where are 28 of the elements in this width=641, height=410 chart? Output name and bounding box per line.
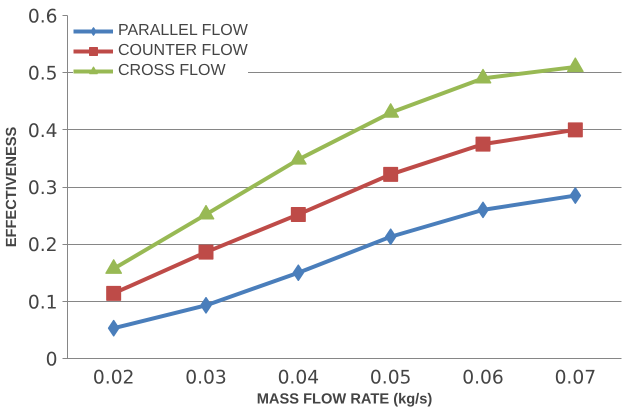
x-tick-label: 0.05 [370,368,412,388]
point [474,68,492,84]
point [106,286,122,301]
point [568,122,583,138]
x-axis-title: MASS FLOW RATE (kg/s) [256,392,432,408]
y-axis-title: EFFECTIVENESS [4,126,20,248]
x-tick-label: 0.07 [554,368,596,388]
point [290,150,307,165]
x-tick-label: 0.02 [92,368,134,388]
y-tick-label: 0.3 [28,178,58,199]
point [476,136,490,152]
point [198,244,214,260]
y-tick-label: 0 [46,350,58,370]
point [566,57,584,72]
y-tick-label: 0.1 [28,292,58,314]
legend-label: COUNTER FLOW [118,42,248,60]
x-tick-label: 0.03 [185,368,227,388]
point [383,166,398,182]
x-tick-label: 0.06 [462,368,504,388]
y-tick-label: 0.2 [28,235,58,256]
legend-label: CROSS FLOW [118,62,226,80]
x-tick-label: 0.04 [278,368,320,388]
legend-label: PARALLEL FLOW [118,22,248,40]
y-tick-label: 0.6 [28,6,58,28]
point [382,102,400,118]
y-tick-label: 0.4 [28,120,58,142]
point [290,206,306,222]
y-tick-label: 0.5 [28,64,58,85]
